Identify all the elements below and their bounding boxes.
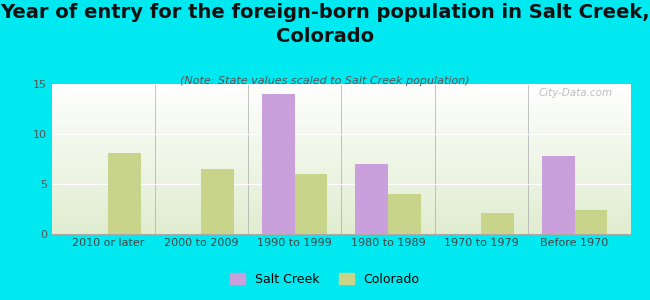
Bar <box>356 164 388 234</box>
Text: City-Data.com: City-Data.com <box>539 88 613 98</box>
Bar <box>294 174 327 234</box>
Bar <box>388 194 421 234</box>
Bar <box>108 153 140 234</box>
Bar <box>481 213 514 234</box>
Bar <box>542 156 575 234</box>
Legend: Salt Creek, Colorado: Salt Creek, Colorado <box>226 268 424 291</box>
Bar <box>202 169 234 234</box>
Text: Year of entry for the foreign-born population in Salt Creek,
Colorado: Year of entry for the foreign-born popul… <box>0 3 650 46</box>
Bar <box>262 94 294 234</box>
Bar <box>575 210 607 234</box>
Text: (Note: State values scaled to Salt Creek population): (Note: State values scaled to Salt Creek… <box>180 76 470 86</box>
